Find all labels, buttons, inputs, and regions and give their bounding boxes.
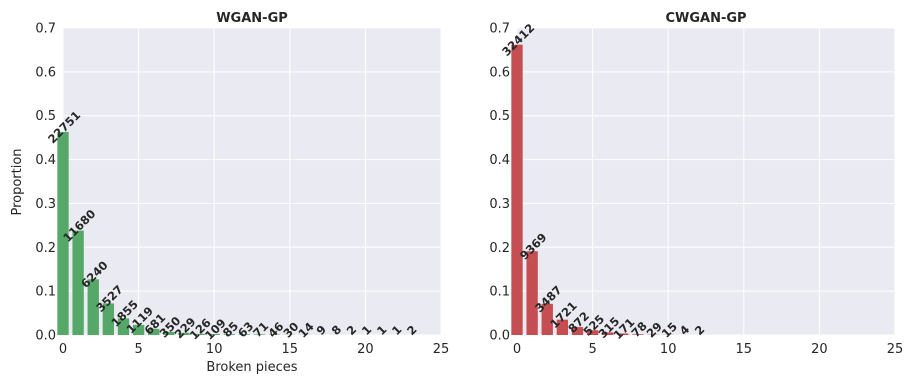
y-tick-label: 0.7 <box>35 22 56 37</box>
bar <box>511 45 522 335</box>
y-tick-label: 0.2 <box>489 241 510 256</box>
plot-background <box>517 28 895 335</box>
x-tick-label: 25 <box>433 342 450 357</box>
x-tick-label: 20 <box>811 342 828 357</box>
chart-panel-wgan-gp: WGAN-GP Broken pieces Proportion 0 5 10 15 2… <box>10 11 449 375</box>
x-tick-label: 25 <box>887 342 904 357</box>
x-tick-label: 15 <box>282 342 299 357</box>
y-tick-label: 0.0 <box>489 329 510 344</box>
x-tick-label: 10 <box>660 342 677 357</box>
y-tick-label: 0.2 <box>35 241 56 256</box>
chart-title: WGAN-GP <box>216 11 288 26</box>
y-axis-label: Proportion <box>10 148 25 215</box>
y-tick-label: 0.6 <box>489 65 510 80</box>
y-tick-label: 0.6 <box>35 65 56 80</box>
x-tick-label: 15 <box>736 342 753 357</box>
y-tick-label: 0.7 <box>489 22 510 37</box>
y-tick-label: 0.3 <box>35 197 56 212</box>
x-tick-label: 20 <box>357 342 374 357</box>
x-tick-label: 0 <box>59 342 67 357</box>
x-tick-label: 10 <box>206 342 223 357</box>
y-tick-label: 0.1 <box>35 285 56 300</box>
y-tick-label: 0.0 <box>35 329 56 344</box>
y-tick-label: 0.5 <box>35 109 56 124</box>
chart-title: CWGAN-GP <box>665 11 746 26</box>
x-tick-label: 0 <box>513 342 521 357</box>
y-tick-label: 0.4 <box>489 153 510 168</box>
y-tick-label: 0.1 <box>489 285 510 300</box>
chart-panel-cwgan-gp: CWGAN-GP 0 5 10 15 20 25 0.0 0.1 0.2 0.3 0.4 0.5 0.6… <box>489 11 903 357</box>
y-tick-label: 0.3 <box>489 197 510 212</box>
x-tick-label: 5 <box>588 342 596 357</box>
x-tick-label: 5 <box>134 342 142 357</box>
y-tick-label: 0.4 <box>35 153 56 168</box>
x-axis-label: Broken pieces <box>206 360 297 375</box>
bar <box>526 251 537 335</box>
y-tick-label: 0.5 <box>489 109 510 124</box>
